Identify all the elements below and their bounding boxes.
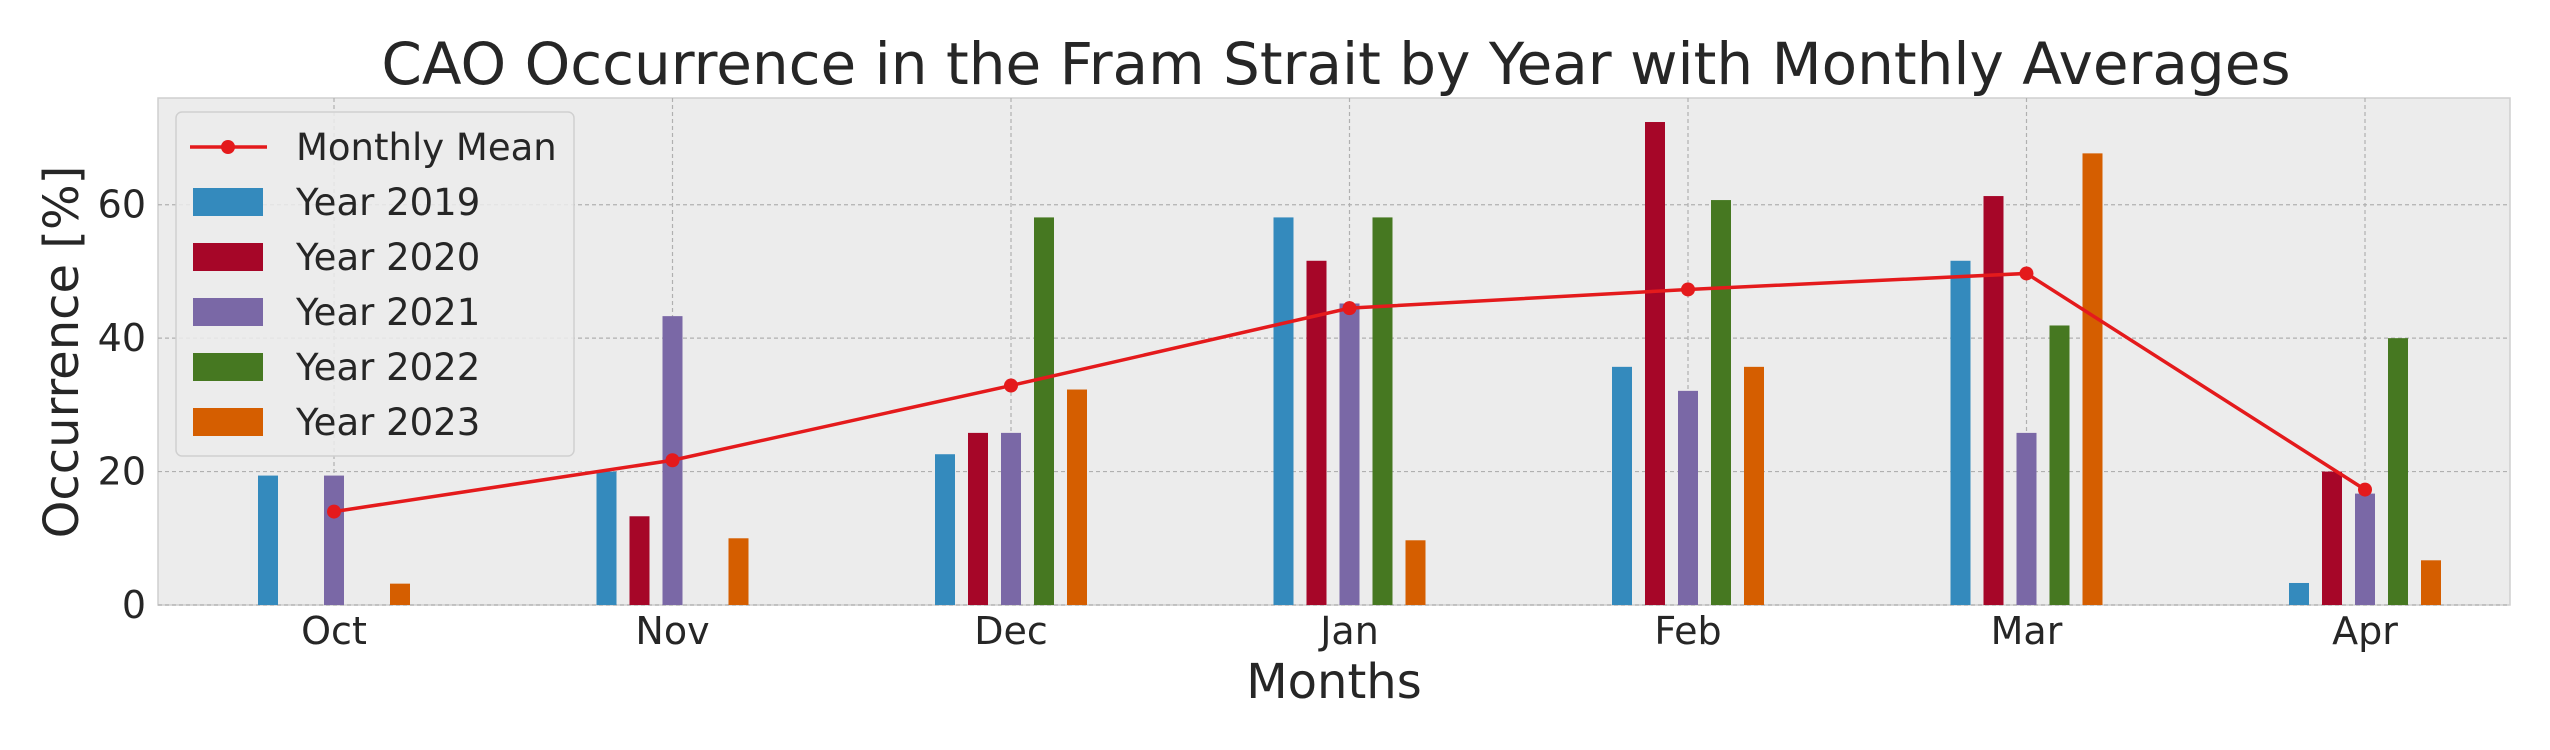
x-tick-label: Mar bbox=[1991, 609, 2063, 653]
chart-title: CAO Occurrence in the Fram Strait by Yea… bbox=[381, 30, 2290, 98]
bar-year-2019-apr bbox=[2289, 582, 2309, 605]
legend-swatch bbox=[193, 188, 263, 216]
bar-year-2021-apr bbox=[2355, 493, 2375, 605]
mean-point-jan bbox=[1342, 301, 1357, 316]
y-tick-label: 40 bbox=[98, 316, 146, 360]
bar-year-2022-dec bbox=[1034, 217, 1054, 605]
mean-point-feb bbox=[1681, 282, 1695, 297]
y-tick-label: 20 bbox=[98, 450, 146, 494]
mean-point-nov bbox=[665, 453, 680, 468]
bar-year-2023-oct bbox=[390, 583, 410, 605]
legend-swatch bbox=[193, 408, 263, 436]
bar-year-2020-dec bbox=[968, 432, 988, 605]
bar-year-2019-nov bbox=[596, 471, 617, 605]
bar-year-2019-mar bbox=[1950, 260, 1971, 605]
legend: Monthly Mean Year 2019 Year 2020 Year 2021 Y… bbox=[175, 111, 575, 457]
bar-year-2021-oct bbox=[324, 475, 344, 605]
bar-year-2020-apr bbox=[2322, 471, 2342, 605]
bar-year-2020-jan bbox=[1306, 260, 1327, 605]
bar-year-2022-feb bbox=[1711, 200, 1731, 605]
legend-swatch bbox=[193, 243, 263, 271]
y-tick-label: 60 bbox=[98, 183, 146, 227]
legend-label: Year 2022 bbox=[295, 346, 480, 389]
bar-year-2023-dec bbox=[1067, 389, 1087, 605]
bar-year-2019-oct bbox=[258, 475, 278, 605]
x-tick-label: Nov bbox=[635, 609, 709, 653]
bar-year-2021-jan bbox=[1339, 303, 1360, 605]
x-tick-label: Oct bbox=[301, 609, 367, 653]
bar-year-2021-mar bbox=[2016, 432, 2037, 605]
legend-label: Year 2021 bbox=[295, 291, 480, 334]
bar-year-2020-feb bbox=[1645, 122, 1665, 605]
bar-year-2023-mar bbox=[2082, 153, 2103, 605]
mean-point-dec bbox=[1004, 378, 1018, 393]
bar-year-2022-jan bbox=[1372, 217, 1393, 605]
bar-year-2022-apr bbox=[2388, 338, 2408, 605]
y-tick-label: 0 bbox=[122, 583, 146, 627]
mean-line bbox=[327, 266, 2372, 519]
bar-year-2019-jan bbox=[1273, 217, 1294, 605]
mean-point-oct bbox=[327, 504, 341, 519]
legend-label: Year 2020 bbox=[295, 236, 480, 279]
bar-year-2023-jan bbox=[1405, 540, 1426, 605]
x-axis-label: Months bbox=[1246, 654, 1421, 710]
bar-year-2020-mar bbox=[1983, 196, 2004, 606]
bar-year-2021-feb bbox=[1678, 390, 1698, 605]
x-tick-label: Apr bbox=[2332, 609, 2398, 653]
legend-label: Year 2023 bbox=[295, 401, 480, 444]
x-tick-label: Feb bbox=[1654, 609, 1721, 653]
mean-point-mar bbox=[2019, 266, 2034, 281]
legend-swatch bbox=[193, 353, 263, 381]
bar-year-2019-feb bbox=[1612, 366, 1632, 605]
bar-year-2023-feb bbox=[1744, 366, 1764, 605]
bar-year-2020-nov bbox=[629, 516, 650, 605]
mean-point-apr bbox=[2358, 482, 2372, 497]
bar-year-2022-mar bbox=[2049, 325, 2070, 605]
y-axis-label: Occurrence [%] bbox=[34, 166, 90, 539]
legend-label: Year 2019 bbox=[295, 181, 480, 224]
bar-year-2023-apr bbox=[2421, 560, 2441, 605]
bar-year-2019-dec bbox=[935, 454, 955, 605]
legend-line-marker bbox=[221, 140, 235, 154]
x-tick-label: Jan bbox=[1318, 609, 1379, 653]
legend-swatch bbox=[193, 298, 263, 326]
ticks: 0 20 40 60 Oct Nov Dec Jan Feb Mar Apr bbox=[98, 183, 2399, 653]
legend-box bbox=[175, 111, 575, 457]
legend-label-monthly-mean: Monthly Mean bbox=[296, 126, 557, 169]
bar-year-2021-dec bbox=[1001, 432, 1021, 605]
bar-year-2023-nov bbox=[728, 538, 749, 605]
x-tick-label: Dec bbox=[974, 609, 1048, 653]
